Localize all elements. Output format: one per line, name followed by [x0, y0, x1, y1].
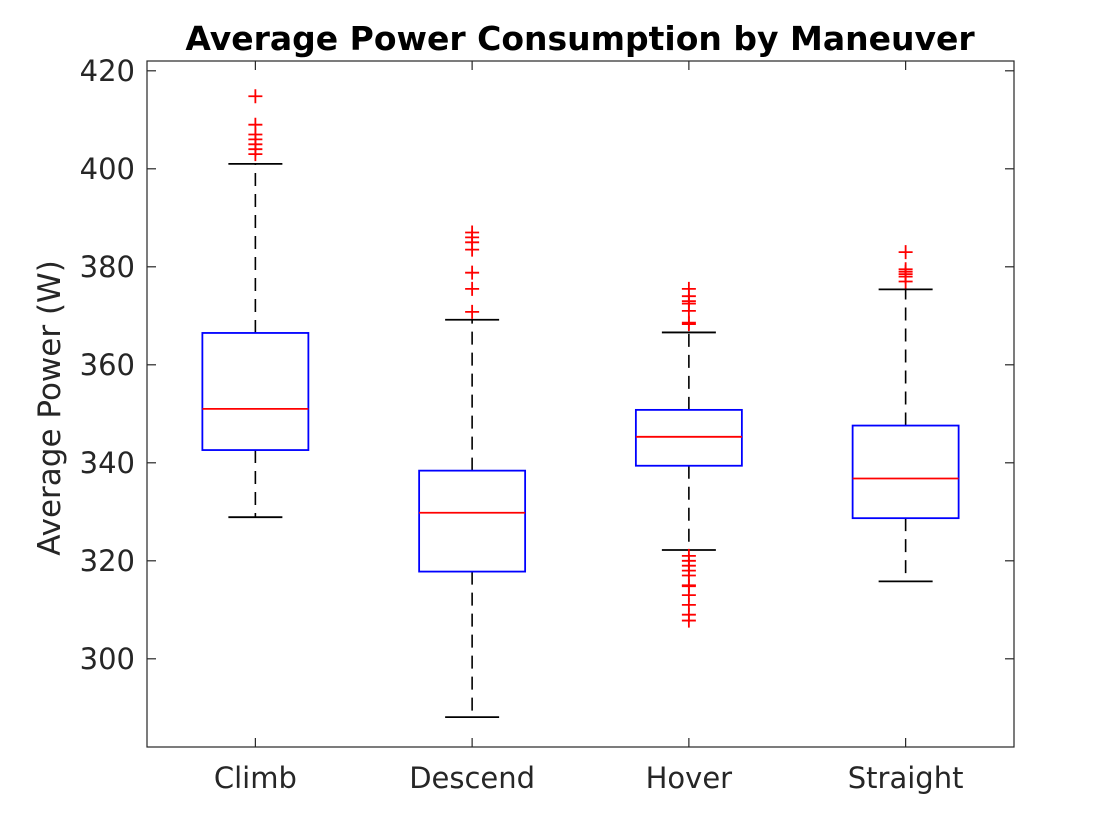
outlier-marker: [465, 265, 480, 280]
x-tick-label: Climb: [214, 761, 297, 795]
outlier-marker: [465, 304, 480, 319]
plot-area: 300 320 340 360 380 400 420 Climb Descend Hover St…: [80, 54, 1015, 795]
y-tick-label: 320: [80, 544, 135, 578]
outlier-marker: [465, 281, 480, 296]
outlier-marker: [681, 548, 696, 563]
y-tick-label: 340: [80, 446, 135, 480]
y-tick-label: 360: [80, 348, 135, 382]
outlier-marker: [248, 117, 263, 132]
y-tick-label: 420: [80, 54, 135, 88]
outlier-marker: [681, 315, 696, 330]
box-iqr: [851, 424, 960, 520]
y-axis-label: Average Power (W): [32, 260, 68, 556]
outlier-marker: [681, 281, 696, 296]
y-tick-label: 300: [80, 642, 135, 676]
box-iqr: [201, 332, 310, 451]
chart-title: Average Power Consumption by Maneuver: [185, 19, 975, 58]
outlier-marker: [898, 262, 913, 277]
y-tick-label: 380: [80, 250, 135, 284]
y-tick-label: 400: [80, 152, 135, 186]
x-tick-label: Hover: [646, 761, 733, 795]
axes-frame: [146, 60, 1015, 748]
box-iqr: [634, 408, 743, 467]
x-tick-label: Descend: [409, 761, 535, 795]
outlier-marker: [465, 225, 480, 240]
outlier-marker: [898, 245, 913, 260]
x-tick-label: Straight: [848, 761, 964, 795]
box-iqr: [418, 469, 527, 573]
outlier-marker: [248, 89, 263, 104]
